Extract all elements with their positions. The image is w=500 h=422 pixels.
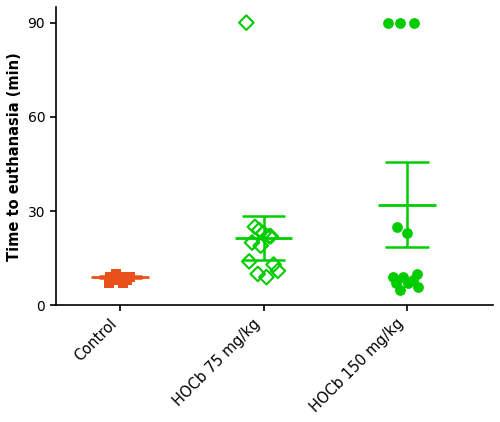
- Point: [251, 224, 259, 230]
- Point: [403, 230, 411, 236]
- Point: [408, 277, 416, 284]
- Point: [404, 280, 412, 287]
- Point: [396, 19, 404, 26]
- Point: [266, 233, 274, 240]
- Point: [410, 19, 418, 26]
- Point: [262, 274, 270, 281]
- Point: [398, 274, 406, 281]
- Point: [109, 277, 117, 284]
- Point: [104, 280, 112, 287]
- Y-axis label: Time to euthanasia (min): Time to euthanasia (min): [7, 52, 22, 260]
- Point: [413, 271, 421, 277]
- Point: [120, 274, 128, 281]
- Point: [112, 271, 120, 277]
- Point: [106, 274, 114, 281]
- Point: [260, 230, 268, 236]
- Point: [116, 274, 124, 281]
- Point: [112, 277, 120, 284]
- Point: [242, 19, 250, 26]
- Point: [126, 274, 134, 281]
- Point: [270, 261, 278, 268]
- Point: [414, 283, 422, 290]
- Point: [124, 277, 132, 284]
- Point: [396, 286, 404, 293]
- Point: [254, 271, 262, 277]
- Point: [119, 280, 127, 287]
- Point: [388, 274, 396, 281]
- Point: [392, 280, 400, 287]
- Point: [245, 258, 253, 265]
- Point: [248, 239, 256, 246]
- Point: [393, 224, 401, 230]
- Point: [384, 19, 392, 26]
- Point: [274, 268, 282, 274]
- Point: [255, 227, 263, 233]
- Point: [266, 233, 274, 240]
- Point: [256, 242, 264, 249]
